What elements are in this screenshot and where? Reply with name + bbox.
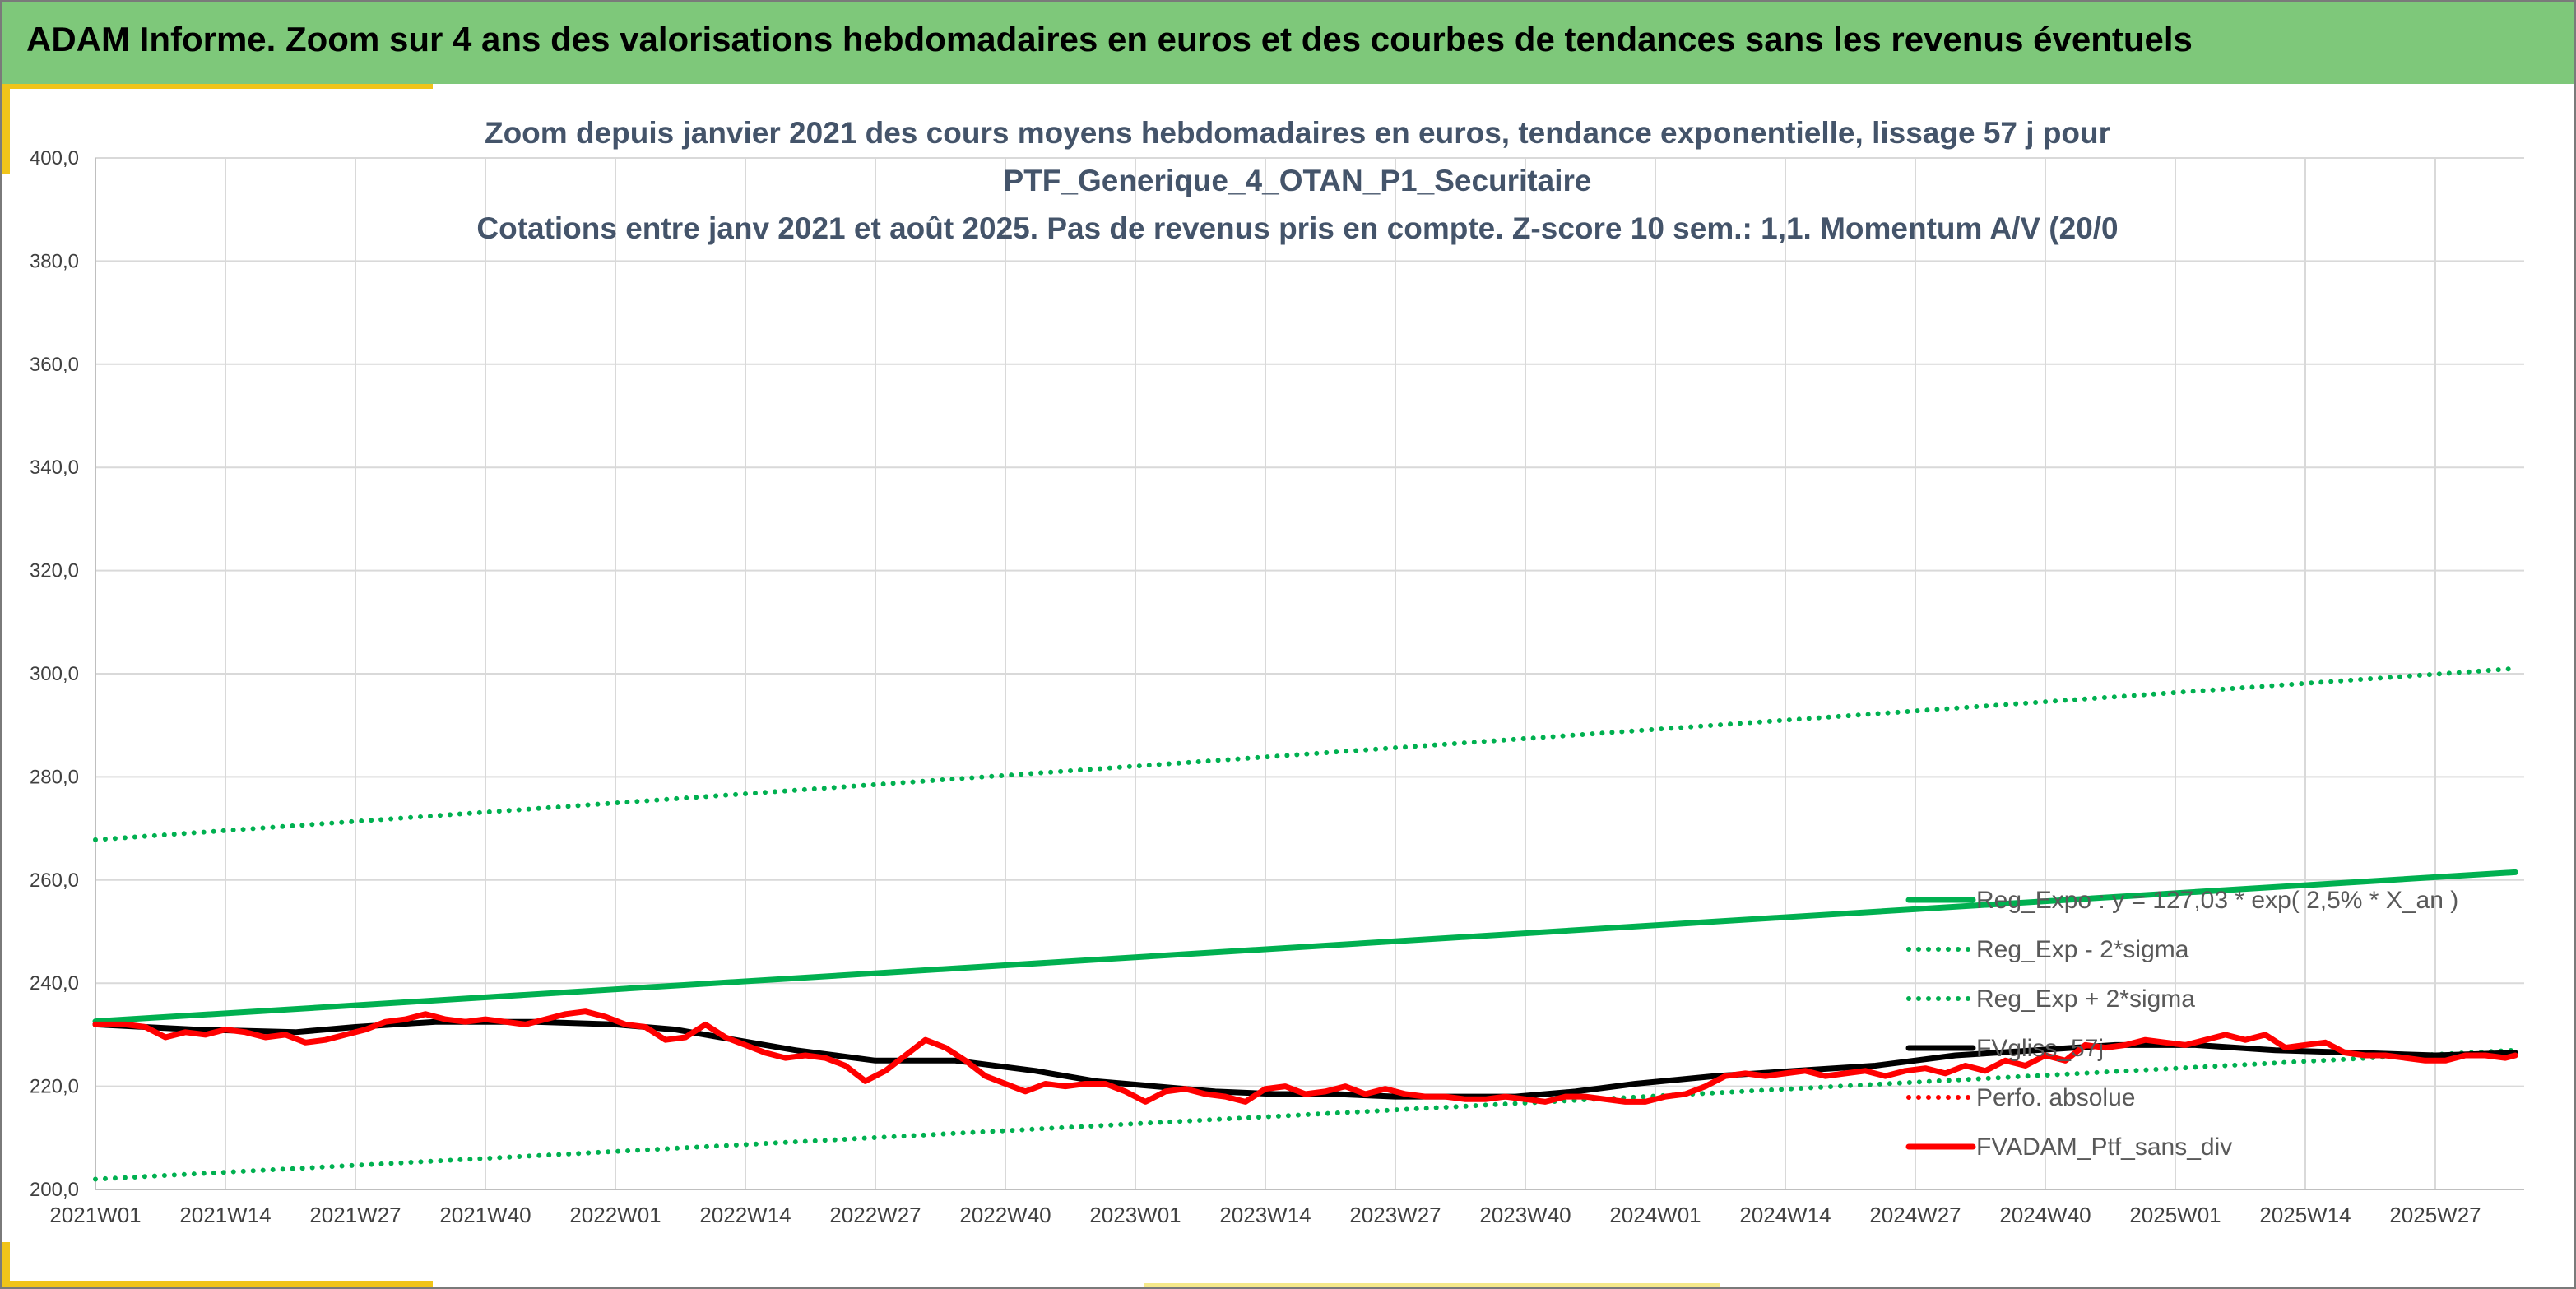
x-tick-label: 2023W01 xyxy=(1089,1203,1181,1227)
chart-title-line-3: Cotations entre janv 2021 et août 2025. … xyxy=(476,211,2118,245)
y-tick-label: 360,0 xyxy=(30,354,79,376)
x-tick-label: 2022W14 xyxy=(699,1203,791,1227)
series-line-1 xyxy=(93,1047,2518,1182)
x-tick-label: 2021W14 xyxy=(179,1203,271,1227)
accent-bar-left-bottom xyxy=(2,1242,10,1287)
legend-label: Reg_Exp + 2*sigma xyxy=(1976,985,2195,1013)
y-tick-label: 260,0 xyxy=(30,869,79,892)
series-line-0 xyxy=(92,869,2518,1025)
y-tick-label: 340,0 xyxy=(30,457,79,479)
accent-bar-top xyxy=(2,84,433,89)
series-line-3 xyxy=(92,1018,2518,1100)
series-line-2 xyxy=(93,665,2518,842)
y-tick-label: 400,0 xyxy=(30,147,79,169)
y-tick-label: 300,0 xyxy=(30,663,79,685)
gridlines xyxy=(95,157,2524,1190)
x-tick-label: 2022W01 xyxy=(569,1203,661,1227)
x-tick-label: 2025W01 xyxy=(2129,1203,2221,1227)
header-banner: ADAM Informe. Zoom sur 4 ans des valoris… xyxy=(2,2,2574,84)
x-tick-label: 2021W27 xyxy=(309,1203,401,1227)
accent-bar-bottom xyxy=(2,1281,433,1287)
x-tick-label: 2024W40 xyxy=(1999,1203,2091,1227)
x-tick-label: 2022W27 xyxy=(829,1203,921,1227)
y-tick-label: 200,0 xyxy=(30,1179,79,1201)
x-tick-label: 2024W14 xyxy=(1739,1203,1831,1227)
x-tick-label: 2024W01 xyxy=(1609,1203,1701,1227)
x-tick-label: 2024W27 xyxy=(1869,1203,1961,1227)
legend-label: Perfo. absolue xyxy=(1976,1084,2135,1111)
x-axis-ticks: 2021W01 2021W14 2021W27 2021W40 2022W01 2022W… xyxy=(49,1203,2481,1227)
y-axis-ticks: 200,0 220,0 240,0 260,0 280,0 300,0 320,0 340,0… xyxy=(30,147,79,1201)
x-tick-label: 2025W27 xyxy=(2389,1203,2481,1227)
y-tick-label: 380,0 xyxy=(30,250,79,272)
legend: Reg_Expo : y = 127,03 * exp( 2,5% * X_an… xyxy=(1905,887,2458,1161)
x-tick-label: 2023W27 xyxy=(1349,1203,1441,1227)
y-tick-label: 320,0 xyxy=(30,560,79,582)
x-tick-label: 2023W14 xyxy=(1219,1203,1311,1227)
legend-label: Reg_Expo : y = 127,03 * exp( 2,5% * X_an… xyxy=(1976,887,2458,914)
legend-label: FVADAM_Ptf_sans_div xyxy=(1976,1134,2232,1161)
legend-label: FVgliss_57j xyxy=(1976,1035,2104,1062)
page-title: ADAM Informe. Zoom sur 4 ans des valoris… xyxy=(26,20,2193,58)
y-tick-label: 240,0 xyxy=(30,972,79,995)
y-tick-label: 220,0 xyxy=(30,1076,79,1098)
legend-label: Reg_Exp - 2*sigma xyxy=(1976,936,2189,963)
x-tick-label: 2025W14 xyxy=(2259,1203,2351,1227)
x-tick-label: 2023W40 xyxy=(1479,1203,1571,1227)
x-tick-label: 2021W01 xyxy=(49,1203,141,1227)
x-tick-label: 2022W40 xyxy=(959,1203,1051,1227)
accent-bar-left-top xyxy=(2,84,10,174)
accent-bar-bottom-mid xyxy=(1144,1283,1720,1287)
chart-title-line-1: Zoom depuis janvier 2021 des cours moyen… xyxy=(485,116,2110,150)
chart-title-line-2: PTF_Generique_4_OTAN_P1_Securitaire xyxy=(1004,164,1592,197)
x-tick-label: 2021W40 xyxy=(439,1203,531,1227)
chart-title: Zoom depuis janvier 2021 des cours moyen… xyxy=(476,116,2118,245)
y-tick-label: 280,0 xyxy=(30,766,79,788)
series-line-5 xyxy=(92,1008,2518,1105)
series-lines xyxy=(92,665,2518,1182)
